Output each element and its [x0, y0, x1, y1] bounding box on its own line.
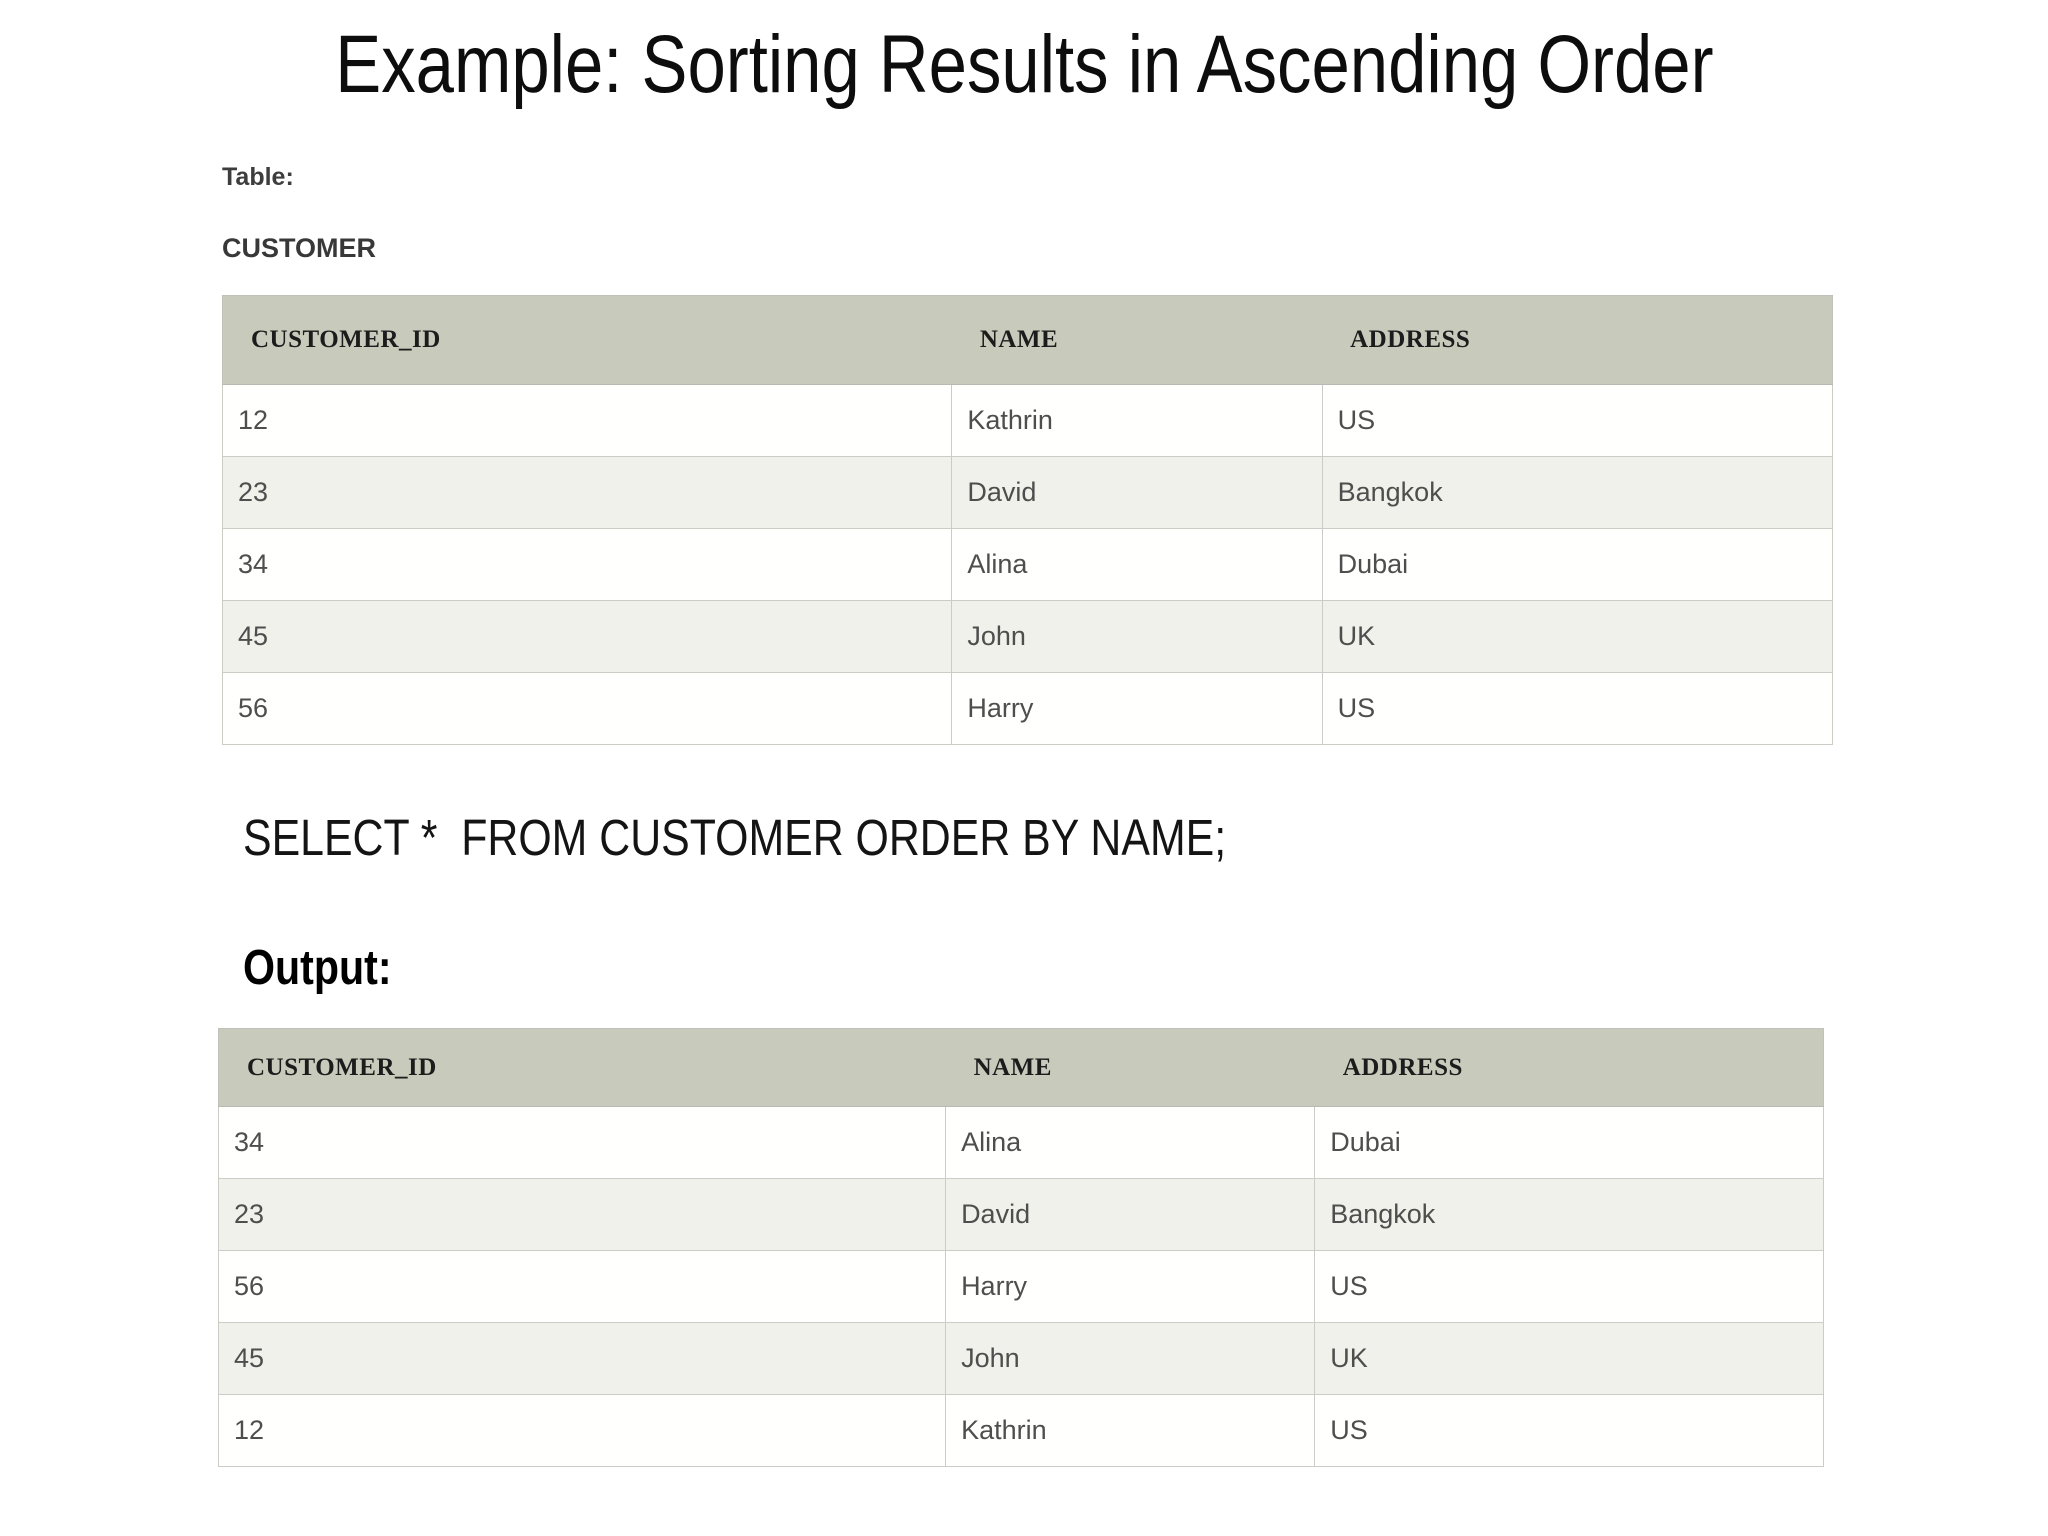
table-cell: 45: [221, 600, 953, 673]
input-table-header: CUSTOMER_ID NAME ADDRESS: [222, 295, 1833, 385]
input-table-body: 12 Kathrin US 23 David Bangkok 34 Alina Dubai 45 J…: [221, 384, 1834, 745]
page-title: Example: Sorting Results in Ascending Or…: [0, 18, 2048, 112]
table-cell: Kathrin: [951, 384, 1323, 457]
table-cell: 34: [221, 528, 953, 601]
table-cell: Bangkok: [1321, 456, 1834, 529]
table-cell: David: [951, 456, 1323, 529]
table-row: 23 David Bangkok: [221, 456, 1834, 529]
header-row: CUSTOMER_ID NAME ADDRESS: [222, 295, 1833, 385]
table-row: 56 Harry US: [221, 672, 1834, 745]
table-cell: US: [1321, 384, 1834, 457]
table-row: 45 John UK: [217, 1322, 1824, 1395]
sql-query-text: SELECT * FROM CUSTOMER ORDER BY NAME;: [243, 808, 1413, 867]
sql-query-text-inner: SELECT * FROM CUSTOMER ORDER BY NAME;: [243, 809, 1227, 866]
header-row: CUSTOMER_ID NAME ADDRESS: [218, 1028, 1824, 1107]
table-row: 23 David Bangkok: [217, 1178, 1824, 1251]
output-table-container: CUSTOMER_ID NAME ADDRESS 34 Alina Dubai 23 Dav…: [217, 1028, 1824, 1467]
table-cell: Dubai: [1314, 1106, 1824, 1179]
output-section-label: Output:: [243, 940, 420, 996]
table-cell: 12: [221, 384, 953, 457]
table-cell: US: [1314, 1394, 1824, 1467]
table-cell: Alina: [951, 528, 1323, 601]
table-cell: Dubai: [1321, 528, 1834, 601]
table-cell: 56: [217, 1250, 947, 1323]
column-header: CUSTOMER_ID: [222, 295, 952, 385]
table-cell: 34: [217, 1106, 947, 1179]
customer-input-table: CUSTOMER_ID NAME ADDRESS 12 Kathrin US 23 Davi…: [221, 295, 1834, 745]
table-cell: 23: [217, 1178, 947, 1251]
table-row: 56 Harry US: [217, 1250, 1824, 1323]
table-cell: 56: [221, 672, 953, 745]
table-cell: UK: [1321, 600, 1834, 673]
output-section-label-inner: Output:: [243, 941, 392, 995]
table-cell: US: [1321, 672, 1834, 745]
column-header: ADDRESS: [1314, 1028, 1824, 1107]
output-table-body: 34 Alina Dubai 23 David Bangkok 56 Harry US 45 Joh…: [217, 1106, 1824, 1467]
table-section-label: Table:: [222, 163, 294, 191]
table-row: 34 Alina Dubai: [221, 528, 1834, 601]
column-header: ADDRESS: [1322, 295, 1833, 385]
input-table-container: CUSTOMER_ID NAME ADDRESS 12 Kathrin US 23 Davi…: [221, 295, 1834, 745]
table-row: 12 Kathrin US: [217, 1394, 1824, 1467]
column-header: CUSTOMER_ID: [218, 1028, 946, 1107]
table-row: 34 Alina Dubai: [217, 1106, 1824, 1179]
column-header: NAME: [951, 295, 1323, 385]
table-cell: John: [951, 600, 1323, 673]
table-cell: Harry: [951, 672, 1323, 745]
table-cell: Kathrin: [945, 1394, 1316, 1467]
table-cell: John: [945, 1322, 1316, 1395]
table-row: 45 John UK: [221, 600, 1834, 673]
table-cell: US: [1314, 1250, 1824, 1323]
table-cell: 23: [221, 456, 953, 529]
column-header: NAME: [945, 1028, 1315, 1107]
table-cell: Harry: [945, 1250, 1316, 1323]
output-table-header: CUSTOMER_ID NAME ADDRESS: [218, 1028, 1824, 1107]
table-cell: 12: [217, 1394, 947, 1467]
page-title-text: Example: Sorting Results in Ascending Or…: [334, 19, 1714, 110]
table-cell: Alina: [945, 1106, 1316, 1179]
table-row: 12 Kathrin US: [221, 384, 1834, 457]
table-name-label: CUSTOMER: [222, 233, 377, 263]
table-cell: UK: [1314, 1322, 1824, 1395]
customer-output-table: CUSTOMER_ID NAME ADDRESS 34 Alina Dubai 23 Dav…: [217, 1028, 1824, 1467]
table-cell: David: [945, 1178, 1316, 1251]
table-cell: Bangkok: [1314, 1178, 1824, 1251]
table-cell: 45: [217, 1322, 947, 1395]
